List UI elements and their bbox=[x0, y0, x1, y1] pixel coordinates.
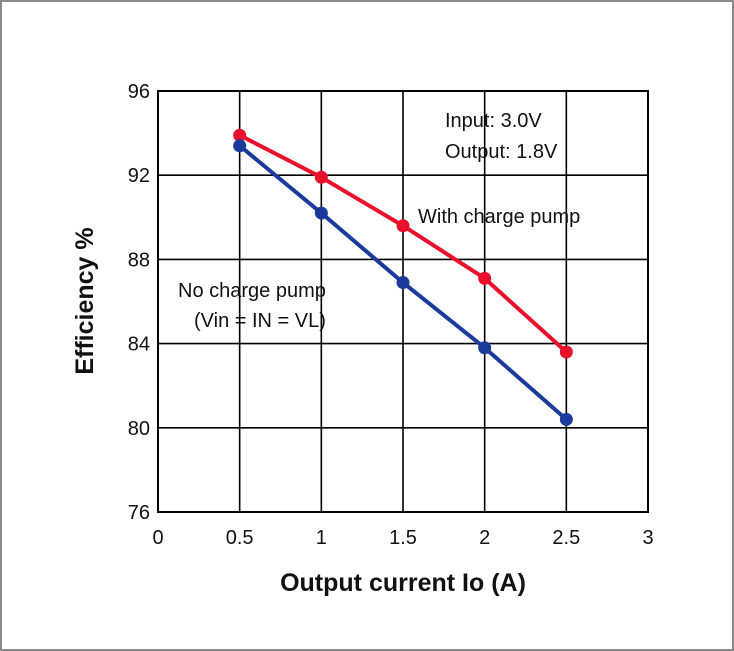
x-tick-label: 2 bbox=[479, 527, 490, 549]
data-point bbox=[233, 139, 247, 153]
data-point bbox=[314, 206, 328, 220]
data-point bbox=[396, 276, 410, 290]
series-with-charge-pump bbox=[233, 128, 573, 359]
x-tick-label: 0 bbox=[152, 527, 163, 549]
y-tick-labels: 76 80 84 88 92 96 bbox=[128, 81, 150, 524]
no-charge-pump-sublabel: (Vin = IN = VL) bbox=[194, 310, 326, 332]
series-group bbox=[233, 128, 573, 426]
x-tick-label: 2.5 bbox=[552, 527, 580, 549]
series-no-charge-pump bbox=[233, 139, 573, 426]
y-tick-label: 84 bbox=[128, 334, 150, 356]
data-point bbox=[559, 412, 573, 426]
data-point bbox=[396, 219, 410, 233]
condition-input-label: Input: 3.0V bbox=[445, 110, 542, 132]
data-point bbox=[478, 341, 492, 355]
y-tick-label: 88 bbox=[128, 249, 150, 271]
x-tick-labels: 0 0.5 1 1.5 2 2.5 3 bbox=[152, 527, 653, 549]
y-tick-label: 92 bbox=[128, 165, 150, 187]
plot-area bbox=[157, 90, 649, 513]
data-point bbox=[314, 170, 328, 184]
y-tick-label: 96 bbox=[128, 81, 150, 103]
data-point bbox=[233, 128, 247, 142]
with-charge-pump-label: With charge pump bbox=[418, 206, 580, 228]
x-tick-label: 3 bbox=[642, 527, 653, 549]
y-tick-label: 76 bbox=[128, 502, 150, 524]
x-tick-label: 1 bbox=[316, 527, 327, 549]
x-axis-title: Output current Io (A) bbox=[280, 569, 526, 597]
no-charge-pump-label: No charge pump bbox=[178, 280, 326, 302]
data-point bbox=[478, 271, 492, 285]
y-axis-title: Efficiency % bbox=[71, 227, 99, 374]
data-point bbox=[559, 345, 573, 359]
x-tick-label: 0.5 bbox=[226, 527, 254, 549]
condition-output-label: Output: 1.8V bbox=[445, 141, 558, 163]
y-tick-label: 80 bbox=[128, 418, 150, 440]
x-tick-label: 1.5 bbox=[389, 527, 417, 549]
grid bbox=[158, 91, 648, 512]
